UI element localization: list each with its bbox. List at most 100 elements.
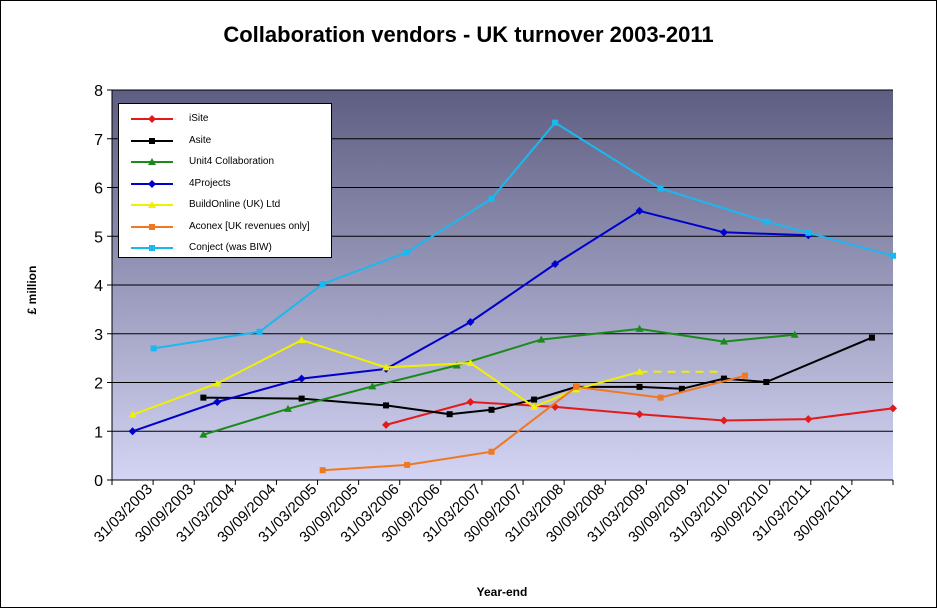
y-tick-label: 0 <box>94 473 103 490</box>
legend-item: iSite <box>119 111 331 127</box>
data-point <box>283 404 292 412</box>
legend-marker <box>149 245 155 251</box>
data-point <box>488 406 495 413</box>
legend-swatch <box>131 115 173 123</box>
series-line <box>322 374 746 472</box>
legend-label: BuildOnline (UK) Ltd <box>189 199 281 210</box>
legend-label: 4Projects <box>189 177 231 189</box>
data-point <box>128 427 137 436</box>
data-point <box>805 229 812 236</box>
data-point <box>404 461 411 468</box>
legend-item: BuildOnline (UK) Ltd <box>119 197 331 213</box>
series-line <box>203 327 795 436</box>
data-point <box>868 334 875 341</box>
data-point <box>741 372 748 379</box>
data-point <box>297 336 306 344</box>
data-point <box>446 411 453 418</box>
data-point <box>890 252 896 259</box>
series-isite <box>382 398 897 429</box>
legend-swatch <box>131 245 173 251</box>
data-point <box>531 396 538 403</box>
legend-item: Conject (was BIW) <box>119 240 331 256</box>
data-point <box>763 379 770 386</box>
y-tick-label: 6 <box>94 181 103 198</box>
legend-marker <box>148 115 156 123</box>
data-point <box>488 448 495 455</box>
data-point <box>530 402 539 410</box>
data-point <box>383 402 390 409</box>
data-point <box>404 249 411 256</box>
legend-marker <box>148 158 156 165</box>
legend-marker <box>149 137 155 144</box>
data-point <box>368 382 377 390</box>
series-unit4-collaboration <box>199 324 799 438</box>
data-point <box>719 416 728 425</box>
data-point <box>635 410 644 419</box>
y-tick-label: 4 <box>94 278 103 295</box>
data-point <box>635 324 644 332</box>
data-point <box>635 206 644 215</box>
data-point <box>636 383 643 390</box>
series-4projects <box>128 206 813 436</box>
x-axis-label: Year-end <box>477 585 528 599</box>
legend-item: Unit4 Collaboration <box>119 154 331 170</box>
data-point <box>657 185 664 192</box>
data-point <box>452 361 461 369</box>
legend-label: Asite <box>189 134 212 146</box>
data-point <box>790 330 799 338</box>
legend-item: 4Projects <box>119 176 331 192</box>
y-tick-label: 7 <box>94 132 103 149</box>
data-point <box>657 394 664 401</box>
legend-marker <box>148 179 156 188</box>
data-point <box>719 228 728 237</box>
legend-marker <box>149 223 155 230</box>
data-point <box>488 195 495 202</box>
chart-title: Collaboration vendors - UK turnover 2003… <box>223 22 714 47</box>
legend-label: Unit4 Collaboration <box>189 156 275 167</box>
data-point <box>150 345 157 352</box>
data-point <box>889 404 897 413</box>
data-point <box>573 383 580 390</box>
y-tick-label: 2 <box>94 376 103 393</box>
legend: iSite Asite Unit4 Collaboration 4Projects Bu… <box>118 103 332 258</box>
data-point <box>382 420 391 429</box>
legend-label: iSite <box>189 113 209 124</box>
series-aconex-uk-revenues-only <box>319 372 748 474</box>
data-point <box>213 398 222 406</box>
data-point <box>256 328 263 335</box>
data-point <box>466 318 475 327</box>
data-point <box>720 375 727 382</box>
data-point <box>635 367 644 375</box>
data-point <box>319 467 326 474</box>
data-point <box>213 379 222 387</box>
legend-swatch <box>131 158 173 165</box>
legend-swatch <box>131 137 173 144</box>
data-point <box>297 374 306 383</box>
data-point <box>466 359 475 366</box>
data-point <box>537 335 546 343</box>
y-tick-label: 3 <box>94 327 103 344</box>
legend-marker <box>148 201 156 208</box>
data-point <box>382 363 391 371</box>
data-point <box>763 218 770 225</box>
legend-item: Asite <box>119 133 331 149</box>
y-axis-label: £ million <box>25 266 39 315</box>
data-point <box>551 260 560 269</box>
legend-swatch <box>131 201 173 208</box>
series-conject-was-biw <box>150 119 896 352</box>
data-point <box>298 395 305 402</box>
data-point <box>199 430 208 438</box>
data-point <box>804 415 813 424</box>
series-line <box>153 121 894 350</box>
data-point <box>128 410 137 418</box>
y-tick-label: 5 <box>94 229 103 246</box>
data-point <box>319 281 326 288</box>
y-tick-label: 1 <box>94 424 103 441</box>
data-point <box>719 337 728 345</box>
data-point <box>552 119 559 126</box>
data-point <box>200 394 207 401</box>
legend-swatch <box>131 223 173 230</box>
legend-swatch <box>131 179 173 188</box>
data-point <box>678 385 685 392</box>
